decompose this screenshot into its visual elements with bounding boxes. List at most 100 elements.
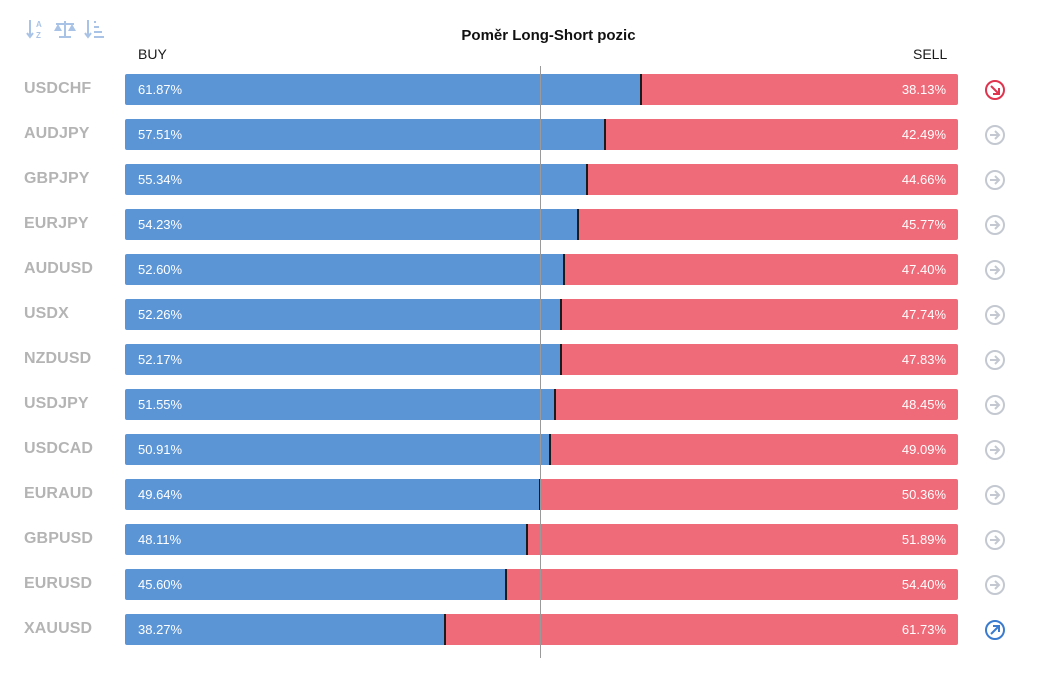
sell-bar: 61.73% xyxy=(443,614,958,645)
buy-value: 51.55% xyxy=(138,397,183,412)
table-row: USDX 52.26% 47.74% xyxy=(0,299,1037,330)
sell-value: 47.40% xyxy=(901,262,946,277)
sell-value: 47.83% xyxy=(901,352,946,367)
chart-title: Poměr Long-Short pozic xyxy=(461,27,636,44)
ratio-bar: 45.60% 54.40% xyxy=(125,569,958,600)
symbol-label: NZDUSD xyxy=(24,350,92,367)
arrow-right-icon[interactable] xyxy=(983,573,1007,597)
buy-value: 52.17% xyxy=(138,352,183,367)
buy-bar: 55.34% xyxy=(125,164,586,195)
balance-icon[interactable] xyxy=(53,16,77,42)
buy-bar: 51.55% xyxy=(125,389,555,420)
arrow-right-icon[interactable] xyxy=(983,393,1007,417)
buy-value: 54.23% xyxy=(138,217,183,232)
sell-bar: 50.36% xyxy=(538,479,958,510)
symbol-label: EURJPY xyxy=(24,215,89,232)
sell-bar: 54.40% xyxy=(504,569,958,600)
sell-bar: 49.09% xyxy=(549,434,958,465)
sort-desc-icon[interactable] xyxy=(82,16,106,42)
buy-bar: 54.23% xyxy=(125,209,577,240)
sort-alpha-icon[interactable]: A Z xyxy=(24,16,48,42)
ratio-bar: 55.34% 44.66% xyxy=(125,164,958,195)
buy-bar: 61.87% xyxy=(125,74,641,105)
sell-value: 51.89% xyxy=(901,532,946,547)
table-row: GBPJPY 55.34% 44.66% xyxy=(0,164,1037,195)
symbol-label: GBPUSD xyxy=(24,530,94,547)
sell-value: 44.66% xyxy=(901,172,946,187)
buy-value: 48.11% xyxy=(138,532,182,547)
sell-bar: 44.66% xyxy=(586,164,958,195)
ratio-bar: 57.51% 42.49% xyxy=(125,119,958,150)
sell-bar: 47.40% xyxy=(563,254,958,285)
svg-text:A: A xyxy=(36,20,42,29)
arrow-right-icon[interactable] xyxy=(983,528,1007,552)
table-row: USDCAD 50.91% 49.09% xyxy=(0,434,1037,465)
sell-value: 42.49% xyxy=(901,127,946,142)
sell-bar: 45.77% xyxy=(576,209,958,240)
buy-bar: 52.26% xyxy=(125,299,561,330)
table-row: XAUUSD 38.27% 61.73% xyxy=(0,614,1037,645)
ratio-bar: 38.27% 61.73% xyxy=(125,614,958,645)
buy-value: 52.26% xyxy=(138,307,183,322)
buy-bar: 49.64% xyxy=(125,479,539,510)
symbol-label: XAUUSD xyxy=(24,620,93,637)
buy-value: 61.87% xyxy=(138,82,183,97)
sell-bar: 48.45% xyxy=(554,389,958,420)
symbol-label: USDJPY xyxy=(24,395,89,412)
sell-bar: 47.74% xyxy=(560,299,958,330)
table-row: EURAUD 49.64% 50.36% xyxy=(0,479,1037,510)
buy-bar: 52.60% xyxy=(125,254,564,285)
ratio-bar: 48.11% 51.89% xyxy=(125,524,958,555)
symbol-label: EURAUD xyxy=(24,485,94,502)
svg-text:Z: Z xyxy=(36,31,41,40)
ratio-bar: 49.64% 50.36% xyxy=(125,479,958,510)
arrow-right-icon[interactable] xyxy=(983,258,1007,282)
table-row: USDCHF 61.87% 38.13% xyxy=(0,74,1037,105)
arrow-up-right-icon[interactable] xyxy=(983,618,1007,642)
sell-bar: 47.83% xyxy=(559,344,958,375)
ratio-bar: 52.26% 47.74% xyxy=(125,299,958,330)
buy-bar: 52.17% xyxy=(125,344,560,375)
ratio-bar: 50.91% 49.09% xyxy=(125,434,958,465)
buy-value: 38.27% xyxy=(138,622,183,637)
arrow-right-icon[interactable] xyxy=(983,348,1007,372)
sell-bar: 51.89% xyxy=(525,524,958,555)
buy-value: 50.91% xyxy=(138,442,183,457)
sell-value: 49.09% xyxy=(901,442,946,457)
table-row: AUDJPY 57.51% 42.49% xyxy=(0,119,1037,150)
table-row: NZDUSD 52.17% 47.83% xyxy=(0,344,1037,375)
sell-value: 50.36% xyxy=(901,487,946,502)
buy-bar: 48.11% xyxy=(125,524,526,555)
sell-column-label: SELL xyxy=(913,46,948,62)
arrow-right-icon[interactable] xyxy=(983,123,1007,147)
table-row: AUDUSD 52.60% 47.40% xyxy=(0,254,1037,285)
table-row: USDJPY 51.55% 48.45% xyxy=(0,389,1037,420)
table-row: GBPUSD 48.11% 51.89% xyxy=(0,524,1037,555)
sell-bar: 42.49% xyxy=(604,119,958,150)
toolbar: A Z xyxy=(24,16,106,42)
buy-bar: 50.91% xyxy=(125,434,550,465)
arrow-right-icon[interactable] xyxy=(983,438,1007,462)
symbol-label: AUDJPY xyxy=(24,125,90,142)
sell-value: 54.40% xyxy=(901,577,946,592)
sell-value: 48.45% xyxy=(901,397,946,412)
ratio-bar: 51.55% 48.45% xyxy=(125,389,958,420)
arrow-right-icon[interactable] xyxy=(983,213,1007,237)
symbol-label: EURUSD xyxy=(24,575,93,592)
sell-value: 47.74% xyxy=(901,307,946,322)
arrow-right-icon[interactable] xyxy=(983,303,1007,327)
sell-bar: 38.13% xyxy=(640,74,958,105)
sell-value: 45.77% xyxy=(901,217,946,232)
ratio-bar: 52.60% 47.40% xyxy=(125,254,958,285)
symbol-label: USDX xyxy=(24,305,69,322)
table-row: EURUSD 45.60% 54.40% xyxy=(0,569,1037,600)
arrow-down-right-icon[interactable] xyxy=(983,78,1007,102)
buy-value: 49.64% xyxy=(138,487,183,502)
buy-value: 52.60% xyxy=(138,262,183,277)
arrow-right-icon[interactable] xyxy=(983,168,1007,192)
buy-column-label: BUY xyxy=(138,46,167,62)
table-row: EURJPY 54.23% 45.77% xyxy=(0,209,1037,240)
arrow-right-icon[interactable] xyxy=(983,483,1007,507)
buy-value: 55.34% xyxy=(138,172,183,187)
